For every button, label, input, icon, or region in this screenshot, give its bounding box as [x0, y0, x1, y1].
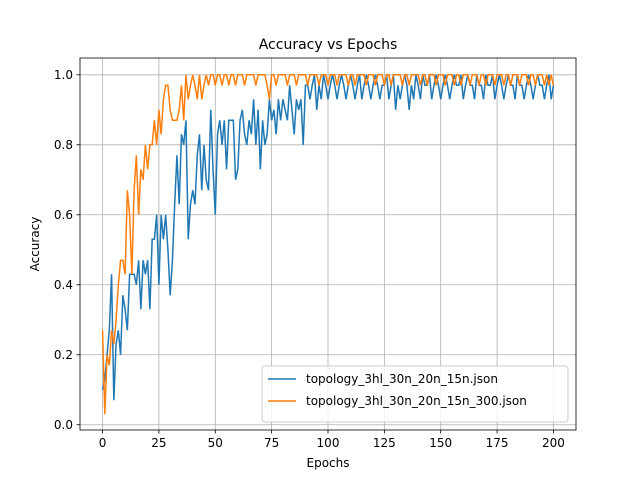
x-tick-label: 0 [99, 436, 107, 450]
data-line [101, 74, 555, 415]
y-axis-label: Accuracy [28, 217, 42, 272]
x-tick-label: 125 [373, 436, 396, 450]
plot-frame [79, 57, 577, 431]
y-tick-label: 0.6 [54, 208, 73, 222]
y-tick-label: 0.0 [54, 418, 73, 432]
x-axis-label: Epochs [307, 456, 350, 470]
x-tick-label: 100 [317, 436, 340, 450]
y-tick-label: 0.8 [54, 138, 73, 152]
y-tick-label: 1.0 [54, 68, 73, 82]
y-tick-label: 0.2 [54, 348, 73, 362]
x-tick-label: 75 [264, 436, 279, 450]
x-tick-label: 200 [542, 436, 565, 450]
chart-title: Accuracy vs Epochs [259, 37, 398, 53]
x-tick-label: 25 [151, 436, 166, 450]
legend-label: topology_3hl_30n_20n_15n_300.json [306, 394, 527, 408]
x-tick-label: 50 [208, 436, 223, 450]
y-tick-label: 0.4 [54, 278, 73, 292]
x-tick-label: 150 [429, 436, 452, 450]
legend-box [261, 365, 569, 423]
x-tick-label: 175 [486, 436, 509, 450]
legend-label: topology_3hl_30n_20n_15n.json [306, 372, 498, 386]
